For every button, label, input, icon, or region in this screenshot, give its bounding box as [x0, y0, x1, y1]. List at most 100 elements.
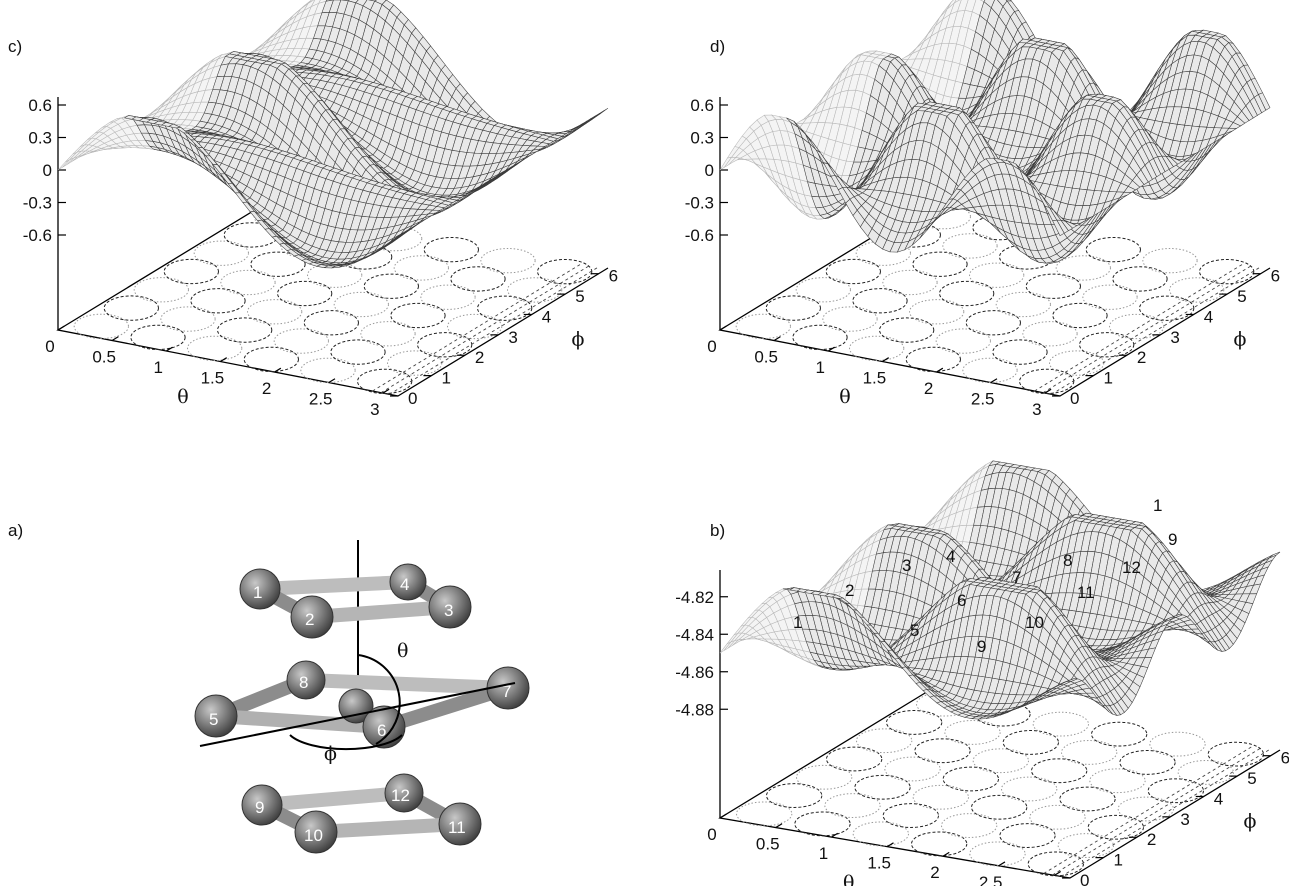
y-tick-label: 4: [1204, 307, 1213, 326]
x-tick-label: 1: [816, 358, 825, 377]
atom-label: 5: [209, 710, 218, 729]
peak-label: 1: [1153, 496, 1162, 515]
y-tick-label: 2: [1147, 830, 1156, 849]
atom: [384, 773, 424, 813]
peak-label: 2: [845, 581, 854, 600]
x-tick-label: 2.5: [979, 873, 1003, 886]
atom: [438, 802, 482, 846]
atom: [239, 568, 281, 610]
phi-label: ϕ: [324, 743, 337, 765]
atom: [428, 585, 472, 629]
x-tick-label: 2.5: [971, 390, 995, 409]
atom-label: 10: [304, 826, 323, 845]
x-tick-label: 1.5: [863, 369, 887, 388]
peak-label: 5: [910, 621, 919, 640]
x-tick-label: 1: [154, 358, 163, 377]
y-tick-label: 6: [609, 267, 618, 286]
x-tick-label: 3: [370, 400, 379, 419]
atom-label: 2: [305, 610, 314, 629]
x-axis-label: θ: [843, 872, 854, 886]
atom-label: 8: [299, 673, 308, 692]
y-tick-label: 0: [408, 389, 417, 408]
surface-plot-b: -4.82-4.84-4.86-4.8800.511.522.530123456…: [675, 460, 1289, 886]
atom-label: 7: [502, 682, 511, 701]
atom: [194, 694, 238, 738]
atom: [294, 810, 338, 854]
theta-arc: [357, 654, 401, 745]
y-tick-label: 4: [542, 307, 551, 326]
z-tick-label: -0.3: [685, 194, 714, 213]
panel-label-c: c): [8, 37, 22, 56]
phi-arc: [289, 734, 403, 751]
atom: [362, 705, 406, 749]
z-tick-label: 0: [705, 161, 714, 180]
y-tick-label: 0: [1070, 389, 1079, 408]
y-tick-label: 5: [1247, 769, 1256, 788]
y-axis-label: ϕ: [1234, 329, 1247, 351]
y-tick-label: 0: [1080, 871, 1089, 886]
surface-mesh: [719, 460, 1281, 720]
z-tick-label: 0.6: [690, 96, 714, 115]
y-tick-label: 1: [1113, 851, 1122, 870]
x-tick-label: 2: [930, 863, 939, 882]
y-tick-label: 4: [1214, 789, 1223, 808]
x-tick-label: 0: [707, 825, 716, 844]
x-tick-label: 1.5: [201, 369, 225, 388]
z-tick-label: -4.88: [675, 700, 714, 719]
x-tick-label: 3: [1042, 882, 1051, 886]
x-tick-label: 3: [1032, 400, 1041, 419]
y-tick-label: 3: [508, 328, 517, 347]
x-tick-label: 2.5: [309, 390, 333, 409]
z-tick-label: 0.3: [28, 129, 52, 148]
x-tick-label: 0.5: [756, 835, 780, 854]
x-tick-label: 0.5: [754, 348, 778, 367]
z-tick-label: -0.6: [23, 226, 52, 245]
surface-mesh: [719, 0, 1271, 264]
x-tick-label: 0.5: [92, 348, 116, 367]
y-tick-label: 6: [1271, 267, 1280, 286]
y-tick-label: 3: [1180, 810, 1189, 829]
y-tick-label: 5: [1237, 287, 1246, 306]
z-tick-label: 0.3: [690, 129, 714, 148]
z-tick-label: -4.86: [675, 663, 714, 682]
surface-mesh: [57, 0, 609, 269]
peak-label: 4: [946, 547, 955, 566]
peak-label: 11: [1077, 583, 1095, 602]
bottom-ring: 9 12 10 11: [241, 773, 482, 854]
peak-label: 8: [1063, 551, 1072, 570]
theta-label: θ: [397, 640, 408, 662]
x-axis-label: θ: [177, 386, 188, 408]
atom: [290, 595, 334, 639]
peak-label: 12: [1122, 558, 1141, 577]
base-contours: [736, 691, 1272, 877]
panel-label-a: a): [8, 521, 23, 540]
center-atom: [338, 688, 374, 724]
surface-plot-c: 0.6 0.3 0 -0.3 -0.6 0 0.5 1 1.5 2 2.5 3 0 1 2 3 4 5 6 θ ϕ: [23, 0, 618, 419]
molecule-diagram: 1 4 2 3 8 7 5 6 θ ϕ: [194, 540, 530, 854]
x-tick-label: 0: [707, 337, 716, 356]
y-tick-label: 2: [475, 348, 484, 367]
peak-label: 10: [1025, 613, 1044, 632]
atom-label: 12: [391, 786, 410, 805]
y-tick-label: 1: [441, 369, 450, 388]
base-frame: [718, 689, 1281, 879]
peak-label: 7: [1012, 568, 1021, 587]
panel-label-b: b): [710, 521, 725, 540]
x-tick-label: 2: [262, 379, 271, 398]
atom-label: 3: [444, 601, 453, 620]
surface-plot-d: 0.6 0.3 0 -0.3 -0.6 0 0.5 1 1.5 2 2.5 3 0 1 2 3 4 5 6 θ ϕ: [685, 0, 1280, 419]
atom-label: 11: [448, 818, 466, 837]
y-tick-label: 2: [1137, 348, 1146, 367]
y-tick-label: 1: [1103, 369, 1112, 388]
base-frame: [718, 201, 1271, 397]
z-tick-label: -4.84: [675, 625, 714, 644]
z-tick-label: 0.6: [28, 96, 52, 115]
y-tick-label: 5: [575, 287, 584, 306]
atom: [241, 784, 283, 826]
y-axis-label: ϕ: [1244, 811, 1257, 833]
z-tick-label: -0.3: [23, 194, 52, 213]
base-frame: [56, 201, 609, 397]
panel-label-d: d): [710, 37, 725, 56]
atom: [389, 563, 427, 601]
x-tick-label: 0: [45, 337, 54, 356]
